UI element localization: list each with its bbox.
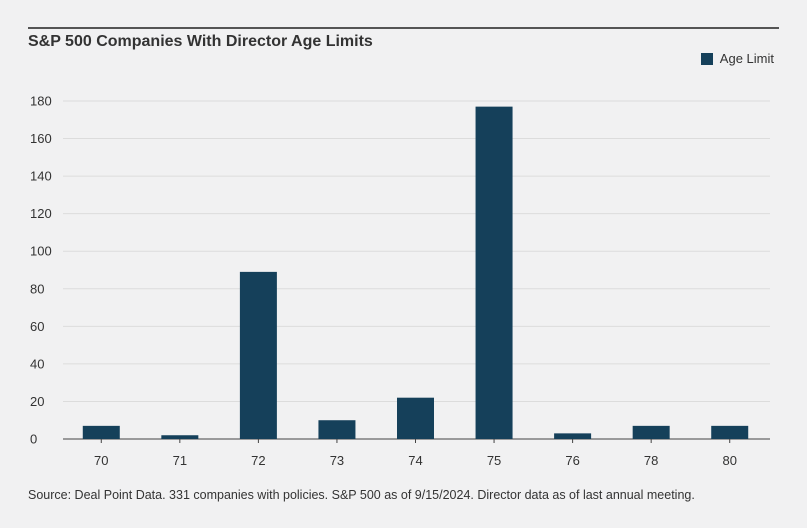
y-tick-label: 160 (30, 131, 52, 146)
legend: Age Limit (700, 51, 774, 66)
bar-72 (239, 271, 277, 439)
x-axis-ticks: 70 71 72 73 74 75 76 78 80 (94, 439, 737, 468)
legend-swatch (700, 52, 713, 65)
y-tick-label: 140 (30, 169, 52, 184)
bar-80 (711, 425, 749, 439)
x-tick-label: 75 (487, 453, 501, 468)
gridlines (63, 100, 770, 440)
y-tick-label: 80 (30, 281, 44, 296)
legend-label: Age Limit (719, 51, 774, 66)
y-tick-label: 100 (30, 244, 52, 259)
x-tick-label: 74 (408, 453, 422, 468)
y-tick-label: 120 (30, 206, 52, 221)
chart-title: S&P 500 Companies With Director Age Limi… (28, 33, 373, 50)
x-tick-label: 78 (644, 453, 658, 468)
y-tick-label: 0 (30, 432, 37, 447)
y-axis-ticks: 0 20 40 60 80 100 120 140 160 180 (30, 94, 52, 447)
x-tick-label: 80 (722, 453, 736, 468)
y-tick-label: 40 (30, 356, 44, 371)
y-tick-label: 20 (30, 394, 44, 409)
bar-75 (475, 106, 513, 439)
source-note: Source: Deal Point Data. 331 companies w… (28, 488, 695, 502)
y-tick-label: 60 (30, 319, 44, 334)
bar-78 (632, 425, 670, 439)
bar-70 (82, 425, 120, 439)
x-tick-label: 76 (565, 453, 579, 468)
bar-76 (554, 433, 592, 439)
x-tick-label: 73 (330, 453, 344, 468)
bar-71 (161, 435, 199, 439)
x-tick-label: 71 (173, 453, 187, 468)
x-tick-label: 70 (94, 453, 108, 468)
bars (82, 106, 749, 439)
bar-74 (397, 397, 434, 439)
bar-73 (318, 420, 356, 439)
x-tick-label: 72 (251, 453, 265, 468)
top-rule (28, 27, 779, 29)
y-tick-label: 180 (30, 94, 52, 109)
